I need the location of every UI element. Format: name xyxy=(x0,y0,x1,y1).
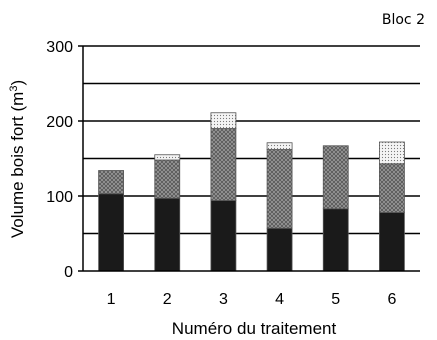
x-tick-label-4: 4 xyxy=(275,291,284,308)
y-tick-label-200: 200 xyxy=(46,114,73,131)
bar-segment-1-1 xyxy=(98,193,124,272)
bar-segment-2-2 xyxy=(154,159,181,199)
bar-segment-1-2 xyxy=(98,170,124,195)
bar-stack-3 xyxy=(210,112,237,272)
y-tick-label-0: 0 xyxy=(64,264,73,281)
gridlines xyxy=(83,45,420,235)
bar-stack-1 xyxy=(98,170,124,272)
bar-segment-6-1 xyxy=(379,212,405,272)
chart-title: Bloc 2 xyxy=(382,12,425,28)
bar-segment-4-3 xyxy=(266,142,293,150)
x-tick-labels: 1 2 3 4 5 6 xyxy=(107,291,397,308)
bar-segment-4-2 xyxy=(266,149,293,229)
bar-stack-6 xyxy=(379,141,405,272)
bar-segment-6-3 xyxy=(379,141,405,165)
bar-segment-5-1 xyxy=(322,208,349,272)
bar-segment-3-1 xyxy=(210,200,237,272)
bar-segment-2-1 xyxy=(154,197,181,272)
x-tick-label-6: 6 xyxy=(387,291,396,308)
axes xyxy=(82,46,420,272)
bar-segment-5-2 xyxy=(322,145,349,210)
bar-segment-6-2 xyxy=(379,163,405,213)
x-tick-label-2: 2 xyxy=(163,291,172,308)
x-tick-label-1: 1 xyxy=(107,291,116,308)
y-tick-label-100: 100 xyxy=(46,189,73,206)
bars xyxy=(98,112,405,272)
bar-segment-4-1 xyxy=(266,227,293,272)
bar-segment-3-2 xyxy=(210,128,237,201)
bar-stack-4 xyxy=(266,142,293,272)
x-tick-label-3: 3 xyxy=(219,291,228,308)
bar-stack-5 xyxy=(322,145,349,272)
x-tick-label-5: 5 xyxy=(331,291,340,308)
y-tick-labels: 0 100 200 300 xyxy=(46,39,83,281)
bar-segment-2-3 xyxy=(154,154,181,161)
bar-stack-2 xyxy=(154,154,181,272)
x-axis-title: Numéro du traitement xyxy=(172,319,337,338)
y-axis-title: Volume bois fort (m3) xyxy=(8,80,27,238)
bar-segment-3-3 xyxy=(210,112,237,129)
y-tick-label-300: 300 xyxy=(46,39,73,56)
